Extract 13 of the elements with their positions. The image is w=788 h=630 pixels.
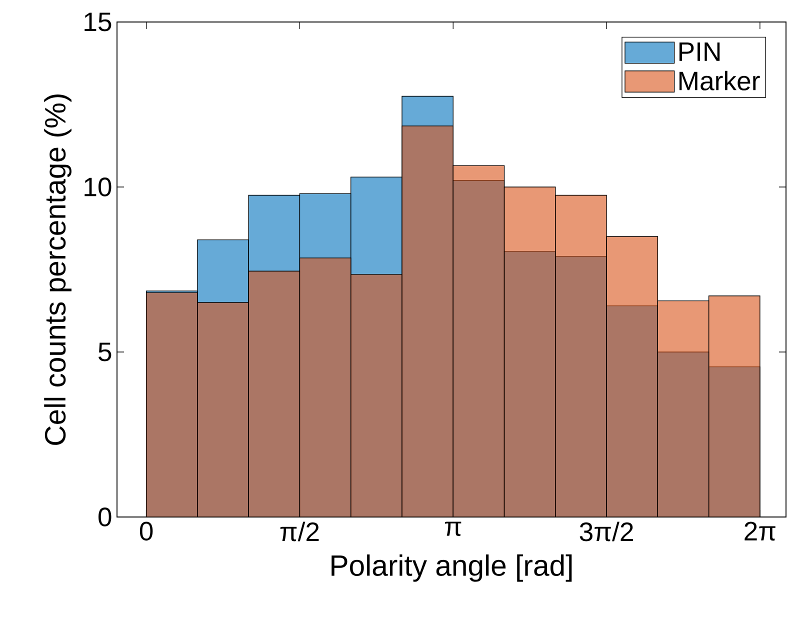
y-axis-title: Cell counts percentage (%) bbox=[44, 94, 72, 445]
y-tick-label: 10 bbox=[84, 178, 112, 196]
legend-label: PIN bbox=[679, 42, 720, 61]
x-tick-label: π/2 bbox=[280, 522, 319, 542]
x-tick-label: 0 bbox=[140, 522, 153, 541]
x-axis-title: Polarity angle [rad] bbox=[332, 554, 572, 582]
y-tick-label: 5 bbox=[98, 342, 112, 362]
x-tick-label: π bbox=[444, 522, 462, 536]
x-tick-label: 2π bbox=[744, 522, 776, 541]
y-tick-label: 0 bbox=[98, 508, 112, 526]
y-tick-label: 15 bbox=[84, 12, 112, 32]
legend-label: Marker bbox=[679, 70, 760, 90]
x-tick-label: 3π/2 bbox=[580, 522, 633, 542]
